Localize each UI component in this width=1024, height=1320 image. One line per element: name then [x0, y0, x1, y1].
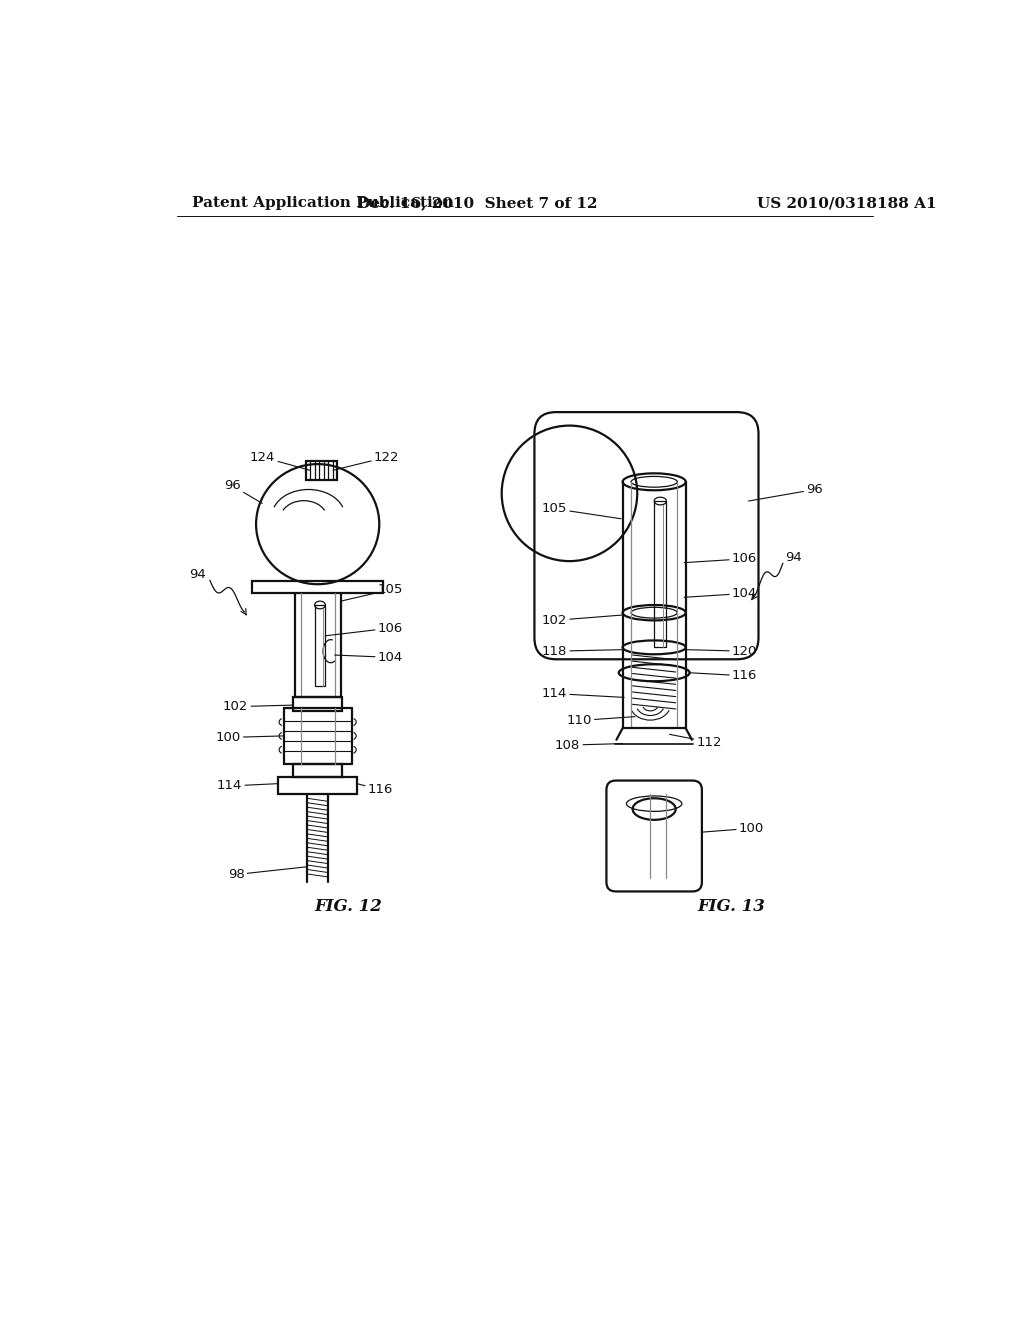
Text: 114: 114	[542, 686, 625, 700]
Text: 118: 118	[542, 644, 623, 657]
Bar	[293, 763, 342, 777]
Text: 98: 98	[227, 867, 307, 880]
Text: 100: 100	[701, 822, 764, 834]
Text: Dec. 16, 2010  Sheet 7 of 12: Dec. 16, 2010 Sheet 7 of 12	[356, 197, 597, 210]
Text: 102: 102	[542, 614, 623, 627]
Text: Patent Application Publication: Patent Application Publication	[193, 197, 455, 210]
Text: 120: 120	[686, 644, 758, 657]
Text: FIG. 13: FIG. 13	[697, 898, 765, 915]
Text: 94: 94	[189, 568, 206, 581]
Text: 108: 108	[555, 739, 623, 751]
Text: 100: 100	[215, 731, 284, 744]
Text: 106: 106	[684, 552, 757, 565]
Bar	[252, 581, 383, 594]
Text: 102: 102	[223, 700, 293, 713]
Bar	[306, 461, 337, 480]
Text: 112: 112	[670, 734, 722, 748]
Text: FIG. 12: FIG. 12	[314, 898, 382, 915]
Text: 104: 104	[684, 587, 757, 601]
Bar	[314, 605, 326, 686]
Text: 105: 105	[542, 502, 621, 519]
Text: 96: 96	[749, 483, 823, 502]
Text: 116: 116	[357, 783, 393, 796]
Text: 104: 104	[335, 651, 403, 664]
Text: 94: 94	[785, 550, 802, 564]
Text: 96: 96	[224, 479, 262, 503]
Text: 124: 124	[250, 450, 310, 470]
Text: US 2010/0318188 A1: US 2010/0318188 A1	[757, 197, 937, 210]
Text: 106: 106	[326, 622, 403, 636]
Bar	[279, 777, 357, 795]
Text: 122: 122	[333, 450, 399, 470]
Bar	[293, 697, 342, 711]
Bar	[654, 502, 667, 647]
Text: 105: 105	[341, 583, 403, 601]
Text: 114: 114	[217, 779, 279, 792]
Text: 110: 110	[566, 714, 635, 727]
Text: 116: 116	[689, 669, 758, 682]
